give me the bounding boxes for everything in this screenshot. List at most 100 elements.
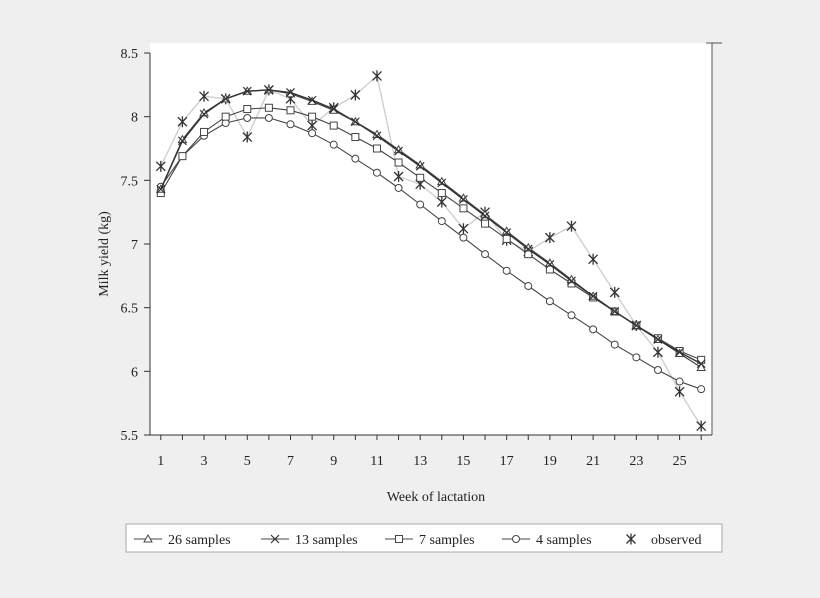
x-tick-label: 21	[586, 454, 600, 469]
x-tick-label: 23	[629, 454, 643, 469]
data-point-7-samples	[394, 158, 403, 167]
data-point-4-samples	[308, 129, 317, 138]
series-13-samples	[156, 85, 706, 369]
data-point-13-samples	[394, 146, 404, 156]
data-point-4-samples	[481, 250, 490, 259]
data-point-13-samples	[653, 335, 663, 344]
series-4-samples	[156, 113, 706, 394]
legend-label-26-samples: 26 samples	[168, 533, 231, 548]
data-point-observed	[372, 70, 382, 82]
data-point-4-samples	[632, 353, 641, 362]
series-line-13-samples	[160, 89, 702, 365]
data-point-4-samples	[329, 140, 338, 149]
data-point-4-samples	[286, 120, 295, 129]
x-tick-label: 3	[201, 454, 208, 469]
data-point-13-samples	[286, 88, 295, 97]
data-point-7-samples	[308, 112, 317, 121]
legend-item-26-samples: 26 samples	[134, 533, 231, 548]
data-point-observed	[653, 346, 663, 358]
data-point-13-samples	[631, 321, 641, 330]
data-point-7-samples	[264, 103, 273, 112]
x-tick-label: 17	[500, 454, 514, 469]
x-tick-label: 13	[413, 454, 427, 469]
legend-marker-observed	[626, 533, 636, 545]
data-point-13-samples	[307, 95, 317, 105]
y-tick-label: 5.5	[121, 429, 139, 444]
series-layer	[155, 70, 707, 432]
legend-item-13-samples: 13 samples	[261, 533, 358, 548]
data-point-4-samples	[653, 366, 662, 375]
legend-item-observed: observed	[626, 533, 702, 548]
data-point-13-samples	[567, 276, 576, 286]
data-point-observed	[609, 286, 620, 298]
y-tick-label: 8	[131, 111, 138, 126]
data-point-4-samples	[545, 297, 554, 306]
y-axis-title: Milk yield (kg)	[97, 211, 112, 297]
y-tick-label: 6.5	[121, 302, 139, 317]
data-point-7-samples	[481, 219, 490, 228]
data-point-7-samples	[243, 105, 252, 114]
data-point-4-samples	[524, 282, 533, 291]
data-point-observed	[544, 232, 555, 244]
data-point-observed	[199, 90, 209, 102]
data-point-7-samples	[502, 234, 511, 243]
data-point-observed	[458, 223, 469, 235]
x-tick-label: 5	[244, 454, 251, 469]
data-point-4-samples	[697, 385, 706, 394]
legend-label-13-samples: 13 samples	[295, 533, 358, 548]
data-point-7-samples	[416, 173, 425, 182]
legend-item-7-samples: 7 samples	[385, 533, 475, 548]
data-point-4-samples	[502, 266, 511, 275]
data-point-observed	[436, 196, 447, 208]
data-point-4-samples	[437, 217, 446, 226]
data-point-4-samples	[416, 200, 425, 209]
legend-item-4-samples: 4 samples	[502, 533, 592, 548]
data-point-13-samples	[372, 131, 382, 141]
data-point-observed	[393, 171, 404, 183]
data-point-4-samples	[675, 377, 684, 386]
data-point-observed	[155, 160, 166, 172]
data-point-observed	[177, 116, 188, 128]
y-tick-label: 6	[131, 365, 138, 380]
data-point-13-samples	[177, 136, 187, 146]
legend-label-4-samples: 4 samples	[536, 533, 592, 548]
x-tick-label: 7	[287, 454, 294, 469]
data-point-13-samples	[675, 347, 685, 357]
x-axis-title: Week of lactation	[387, 490, 485, 505]
data-point-13-samples	[415, 161, 425, 171]
data-point-13-samples	[610, 307, 620, 316]
data-point-observed	[242, 131, 253, 143]
y-tick-label: 7	[131, 238, 138, 253]
data-point-7-samples	[286, 106, 295, 115]
data-point-13-samples	[502, 228, 512, 237]
legend-label-observed: observed	[651, 533, 702, 548]
data-point-7-samples	[329, 121, 338, 130]
y-tick-label: 8.5	[121, 47, 139, 62]
data-point-13-samples	[696, 359, 706, 369]
data-point-4-samples	[589, 325, 598, 334]
data-point-7-samples	[459, 204, 468, 213]
data-point-13-samples	[199, 109, 209, 119]
data-point-observed	[696, 420, 707, 432]
data-point-13-samples	[588, 291, 598, 301]
data-point-4-samples	[567, 311, 576, 320]
data-point-7-samples	[372, 144, 381, 153]
data-point-4-samples	[243, 113, 252, 122]
data-point-observed	[350, 89, 361, 101]
data-point-13-samples	[545, 259, 555, 269]
x-tick-label: 25	[673, 454, 687, 469]
data-point-13-samples	[156, 184, 166, 194]
data-point-26-samples	[696, 362, 707, 372]
data-point-13-samples	[242, 86, 252, 96]
data-point-4-samples	[459, 233, 468, 242]
data-point-13-samples	[350, 117, 360, 127]
x-tick-label: 9	[330, 454, 337, 469]
data-point-13-samples	[437, 178, 447, 188]
legend-marker-7-samples	[395, 535, 403, 543]
data-point-4-samples	[610, 340, 619, 349]
data-point-13-samples	[523, 244, 533, 254]
data-point-13-samples	[458, 195, 468, 204]
legend-marker-4-samples	[512, 535, 520, 543]
